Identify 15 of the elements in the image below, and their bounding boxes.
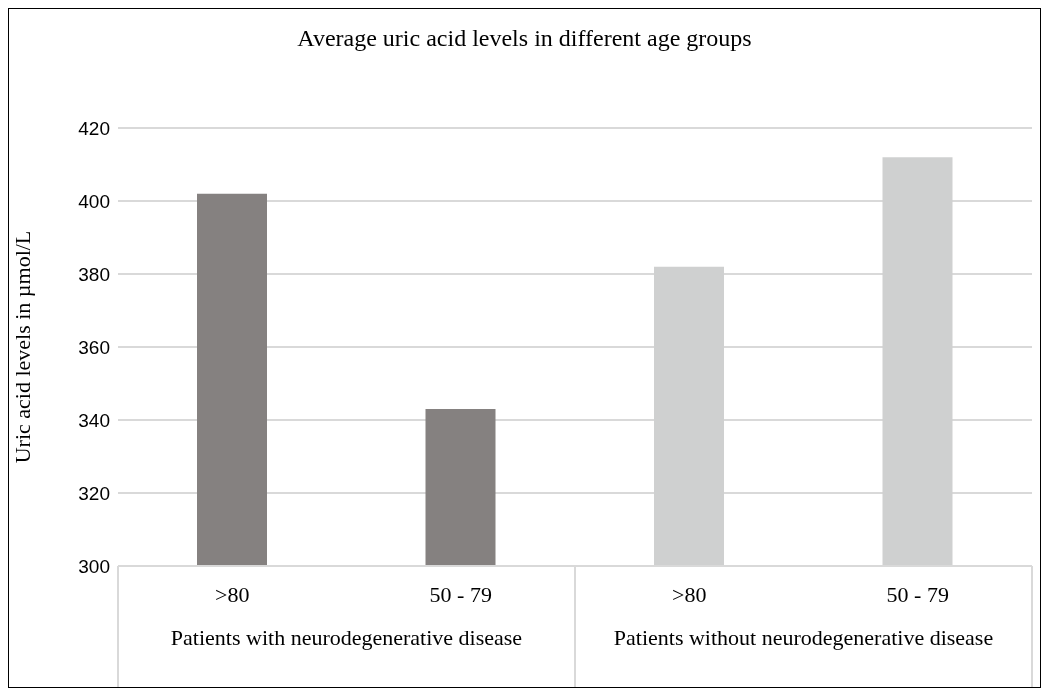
y-tick-label: 320 xyxy=(78,482,110,504)
x-tick-label: 50 - 79 xyxy=(886,582,949,607)
x-tick-label: >80 xyxy=(672,582,707,607)
x-tick-label: 50 - 79 xyxy=(429,582,492,607)
y-tick-label: 380 xyxy=(78,263,110,285)
x-tick-label: >80 xyxy=(215,582,250,607)
y-tick-label: 300 xyxy=(78,555,110,577)
text: Patients without neurodegenerative disease xyxy=(612,624,995,651)
y-tick-label: 340 xyxy=(78,409,110,431)
chart-title: Average uric acid levels in different age groups xyxy=(296,25,753,52)
y-tick-label: 420 xyxy=(78,117,110,139)
text: Patients with neurodegenerative disease xyxy=(169,624,524,651)
y-tick-label: 360 xyxy=(78,336,110,358)
y-axis-title: Uric acid levels in µmol/L xyxy=(9,230,35,464)
y-tick-label: 400 xyxy=(78,190,110,212)
